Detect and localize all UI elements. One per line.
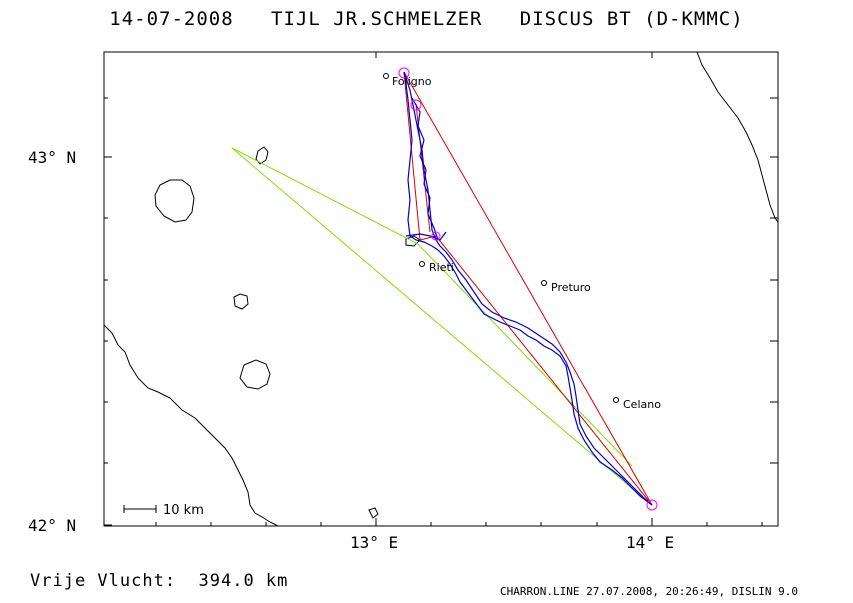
plot-credit: CHARRON.LINE 27.07.2008, 20:26:49, DISLI…: [500, 585, 799, 598]
place-label-foligno: Foligno: [392, 75, 432, 88]
place-label-preturo: Preturo: [551, 281, 591, 294]
turnpoint-start: [398, 67, 410, 79]
task-legs: [403, 71, 653, 506]
lake-trasimeno-part: [255, 146, 269, 165]
turnpoints: [398, 67, 658, 511]
marker-celano: [613, 397, 619, 403]
map-title: 14-07-2008 TIJL JR.SCHMELZER DISCUS BT (…: [109, 8, 744, 30]
coastlines: [103, 51, 779, 527]
axis-ticks: [104, 52, 778, 526]
open-legs: [231, 147, 649, 503]
scale-label: 10 km: [163, 503, 204, 518]
lat-label-42: 42° N: [28, 516, 77, 535]
map-frame: [103, 51, 779, 527]
gps-track: [403, 71, 653, 506]
lake-bracciano: [239, 359, 271, 390]
lon-label-14: 14° E: [626, 533, 675, 552]
lat-label-43: 43° N: [28, 148, 77, 167]
marker-foligno: [383, 73, 389, 79]
place-markers: [383, 73, 619, 403]
turnpoint-2: [646, 499, 658, 511]
marker-rieti: [419, 261, 425, 267]
lake-vico: [233, 293, 249, 310]
turnpoint-1: [410, 99, 422, 111]
lake-small: [368, 507, 379, 519]
lake-bolsena: [154, 179, 195, 223]
lon-label-13: 13° E: [350, 533, 399, 552]
free-flight-distance: Vrije Vlucht: 394.0 km: [30, 571, 289, 591]
place-label-celano: Celano: [623, 398, 661, 411]
turnpoint-3: [431, 231, 441, 241]
marker-preturo: [541, 280, 547, 286]
scale-bar: [123, 505, 157, 513]
place-label-rieti: Rieti: [429, 261, 454, 274]
